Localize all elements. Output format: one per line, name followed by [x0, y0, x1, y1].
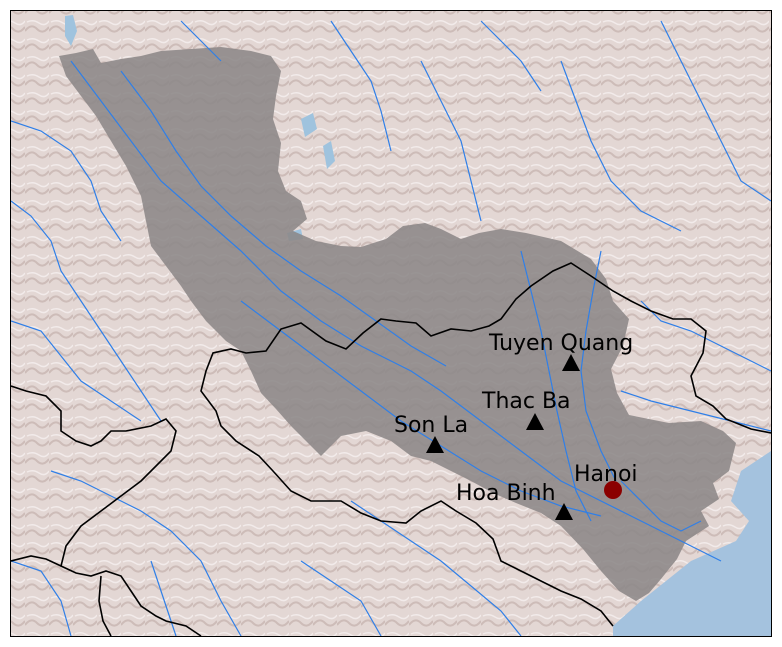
triangle-marker-icon: [562, 354, 580, 371]
lake: [65, 15, 77, 46]
country-borders: [11, 262, 771, 636]
reservoir-label-tuyen-quang: Tuyen Quang: [488, 331, 633, 356]
map-frame[interactable]: Tuyen Quang Thac Ba Son La Hoa Binh Hano…: [10, 10, 772, 637]
lake: [301, 113, 317, 137]
reservoir-label-thac-ba: Thac Ba: [481, 389, 571, 414]
river-network: [11, 20, 771, 636]
lake: [323, 141, 335, 169]
triangle-marker-icon: [426, 436, 444, 453]
reservoir-label-hoa-binh: Hoa Binh: [456, 481, 556, 506]
city-label-hanoi: Hanoi: [574, 462, 638, 487]
reservoir-labels: Tuyen Quang Thac Ba Son La Hoa Binh Hano…: [394, 331, 638, 506]
reservoir-label-son-la: Son La: [394, 413, 468, 438]
reservoir-markers: [426, 354, 580, 520]
circle-marker-icon: [604, 481, 622, 499]
basin-area: [59, 47, 736, 601]
triangle-marker-icon: [526, 413, 544, 430]
triangle-marker-icon: [555, 503, 573, 520]
sea: [613, 451, 771, 636]
map-canvas[interactable]: Tuyen Quang Thac Ba Son La Hoa Binh Hano…: [11, 11, 771, 636]
